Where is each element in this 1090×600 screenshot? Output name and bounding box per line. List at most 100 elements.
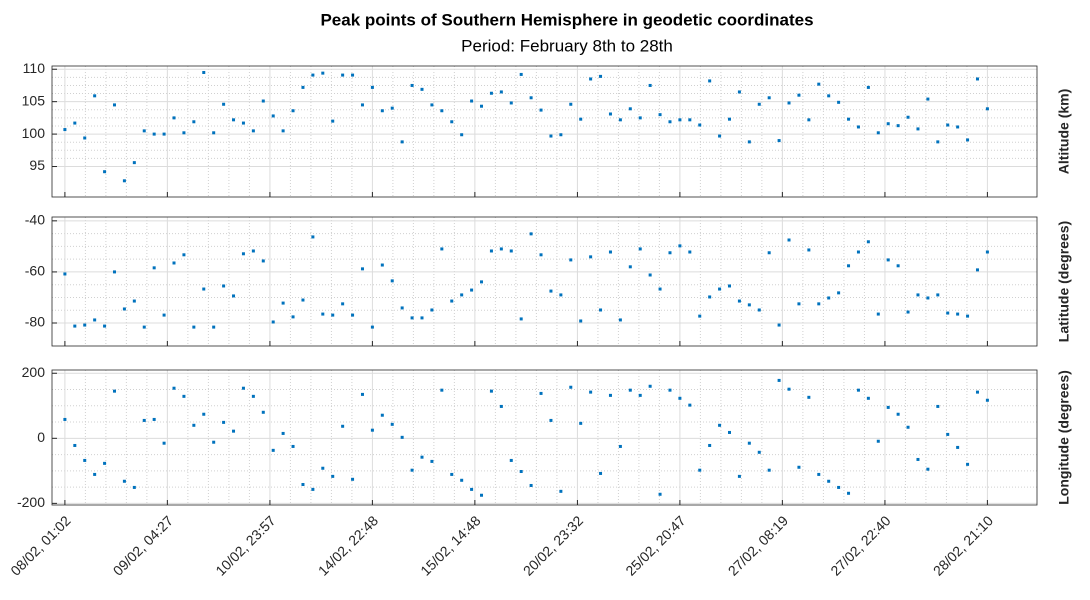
- point: [251, 129, 255, 133]
- point: [559, 133, 563, 137]
- point: [569, 102, 573, 106]
- point: [73, 443, 77, 447]
- point: [539, 108, 543, 112]
- point: [202, 287, 206, 291]
- point: [787, 387, 791, 391]
- point: [599, 74, 603, 78]
- point: [638, 116, 642, 120]
- point: [112, 103, 116, 107]
- point: [370, 85, 374, 89]
- point: [638, 247, 642, 251]
- point: [281, 129, 285, 133]
- point: [975, 77, 979, 81]
- point: [876, 439, 880, 443]
- point: [906, 425, 910, 429]
- point: [708, 295, 712, 299]
- point: [400, 306, 404, 310]
- point: [678, 396, 682, 400]
- point: [281, 431, 285, 435]
- point: [63, 272, 67, 276]
- point: [956, 445, 960, 449]
- point: [410, 316, 414, 320]
- point: [241, 252, 245, 256]
- y-tick-label: 95: [29, 157, 45, 173]
- point: [975, 390, 979, 394]
- point: [767, 251, 771, 255]
- point: [360, 103, 364, 107]
- point: [420, 87, 424, 91]
- point: [549, 134, 553, 138]
- point: [866, 240, 870, 244]
- point: [499, 90, 503, 94]
- point: [122, 479, 126, 483]
- point: [837, 100, 841, 104]
- point: [837, 291, 841, 295]
- point: [817, 82, 821, 86]
- point: [232, 429, 236, 433]
- point: [589, 390, 593, 394]
- point: [232, 118, 236, 122]
- point: [688, 118, 692, 122]
- point: [103, 170, 107, 174]
- point: [182, 253, 186, 257]
- panel: -80 -60 -40 Latitude (degrees): [25, 212, 1072, 347]
- point: [956, 312, 960, 316]
- point: [311, 235, 315, 239]
- point: [827, 479, 831, 483]
- point: [470, 99, 474, 103]
- point: [341, 424, 345, 428]
- point: [152, 132, 156, 136]
- point: [410, 468, 414, 472]
- point: [162, 132, 166, 136]
- point: [341, 302, 345, 306]
- point: [589, 77, 593, 81]
- point: [222, 102, 226, 106]
- point: [291, 315, 295, 319]
- point: [708, 443, 712, 447]
- point: [787, 101, 791, 105]
- point: [301, 85, 305, 89]
- point: [360, 392, 364, 396]
- point: [341, 73, 345, 77]
- point: [648, 384, 652, 388]
- point: [142, 418, 146, 422]
- point: [410, 83, 414, 87]
- point: [876, 312, 880, 316]
- point: [896, 264, 900, 268]
- axes-box: [51, 216, 1038, 347]
- point: [460, 293, 464, 297]
- point: [172, 261, 176, 265]
- point: [271, 114, 275, 118]
- point: [192, 325, 196, 329]
- point: [370, 428, 374, 432]
- point: [539, 253, 543, 257]
- point: [301, 483, 305, 487]
- point: [251, 249, 255, 253]
- point: [192, 423, 196, 427]
- point: [331, 313, 335, 317]
- point: [569, 385, 573, 389]
- point: [499, 247, 503, 251]
- point: [936, 140, 940, 144]
- panel: 95 100 105 110 Altitude (km): [22, 60, 1072, 198]
- point: [142, 325, 146, 329]
- point: [331, 119, 335, 123]
- point: [708, 79, 712, 83]
- point: [390, 106, 394, 110]
- point: [847, 264, 851, 268]
- point: [509, 249, 513, 253]
- point: [321, 312, 325, 316]
- point: [390, 279, 394, 283]
- point: [281, 301, 285, 305]
- point: [261, 410, 265, 414]
- point: [241, 121, 245, 125]
- point: [83, 458, 87, 462]
- point: [321, 466, 325, 470]
- point: [529, 96, 533, 100]
- point: [579, 117, 583, 121]
- point: [162, 441, 166, 445]
- point: [975, 268, 979, 272]
- point: [589, 255, 593, 259]
- point: [966, 314, 970, 318]
